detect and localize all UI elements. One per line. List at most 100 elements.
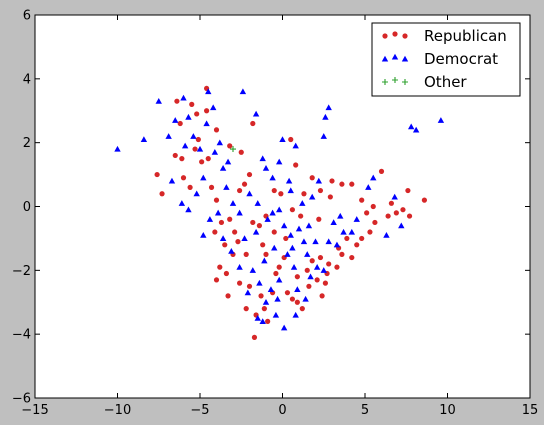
data-point-republican — [246, 283, 253, 289]
data-point-republican — [289, 207, 295, 213]
data-point-democrat — [228, 247, 235, 254]
data-point-democrat — [299, 200, 306, 206]
data-point-republican — [349, 181, 355, 187]
data-point-democrat — [348, 228, 355, 235]
legend-entry-republican: Republican — [382, 27, 507, 45]
data-point-republican — [367, 229, 373, 235]
data-point-republican — [223, 270, 229, 277]
legend-entry-democrat: Democrat — [381, 50, 498, 68]
data-points — [114, 85, 445, 340]
data-point-republican — [243, 251, 249, 257]
data-point-democrat — [302, 295, 309, 302]
data-point-republican — [179, 156, 185, 162]
y-tick-label: 0 — [23, 200, 31, 215]
data-point-democrat — [256, 279, 263, 286]
data-point-republican — [306, 283, 312, 289]
data-point-republican — [293, 162, 299, 168]
data-point-democrat — [337, 212, 344, 219]
data-point-democrat — [224, 158, 232, 165]
y-tick-label: 2 — [23, 136, 31, 151]
data-point-democrat — [239, 88, 247, 95]
data-point-democrat — [206, 216, 214, 222]
data-point-democrat — [214, 209, 222, 216]
data-point-democrat — [391, 193, 398, 200]
data-point-democrat — [272, 311, 280, 318]
data-point-democrat — [168, 177, 176, 184]
data-point-democrat — [249, 267, 256, 273]
data-point-republican — [326, 261, 332, 267]
data-point-republican — [421, 197, 427, 203]
legend-marker-democrat — [391, 53, 399, 60]
legend-marker-other — [382, 79, 388, 85]
data-point-democrat — [216, 139, 223, 146]
data-point-republican — [299, 306, 305, 312]
data-point-democrat — [190, 133, 197, 139]
data-point-republican — [213, 197, 220, 203]
data-point-republican — [349, 254, 355, 261]
data-point-republican — [222, 242, 228, 248]
data-point-democrat — [172, 117, 179, 123]
data-point-democrat — [254, 200, 261, 206]
legend-marker-other — [392, 77, 398, 83]
data-point-republican — [288, 136, 294, 143]
data-point-democrat — [223, 184, 230, 190]
data-point-democrat — [280, 324, 288, 331]
data-point-democrat — [200, 232, 207, 238]
data-point-democrat — [305, 222, 313, 229]
data-point-democrat — [294, 286, 301, 293]
data-point-republican — [205, 156, 211, 162]
data-point-democrat — [320, 267, 327, 273]
data-point-democrat — [309, 193, 316, 200]
data-point-democrat — [300, 238, 308, 245]
data-point-democrat — [295, 225, 303, 232]
data-point-democrat — [236, 263, 243, 270]
data-point-republican — [271, 187, 277, 194]
data-point-democrat — [322, 113, 329, 120]
data-point-republican — [400, 207, 406, 213]
data-point-republican — [314, 277, 320, 283]
data-point-republican — [192, 146, 198, 152]
data-point-democrat — [180, 94, 187, 101]
data-point-republican — [294, 299, 300, 305]
data-point-republican — [237, 187, 243, 194]
data-point-republican — [243, 306, 249, 312]
data-point-democrat — [340, 228, 347, 235]
data-point-democrat — [365, 184, 372, 190]
data-point-democrat — [398, 222, 405, 229]
data-point-republican — [227, 216, 233, 222]
data-point-democrat — [276, 158, 283, 165]
data-point-republican — [283, 235, 289, 242]
data-point-republican — [317, 254, 324, 261]
data-point-republican — [329, 178, 335, 184]
data-point-democrat — [269, 209, 276, 216]
legend-marker-other — [402, 79, 408, 85]
x-tick-label: 10 — [439, 403, 456, 418]
data-point-republican — [316, 216, 322, 222]
data-point-democrat — [165, 133, 172, 139]
y-tick-label: −6 — [12, 392, 31, 407]
data-point-democrat — [325, 238, 332, 245]
data-point-democrat — [312, 238, 319, 245]
y-tick-label: 4 — [23, 72, 31, 87]
plot-frame — [34, 14, 531, 399]
data-point-republican — [393, 210, 399, 216]
data-point-democrat — [259, 155, 266, 162]
data-point-democrat — [313, 263, 321, 270]
data-point-republican — [250, 219, 256, 226]
data-point-republican — [238, 149, 244, 155]
data-point-republican — [294, 274, 300, 280]
data-point-other — [230, 146, 236, 153]
y-tick-label: 6 — [23, 9, 31, 24]
legend-label-other: Other — [424, 73, 467, 91]
data-point-democrat — [185, 206, 192, 213]
data-point-democrat — [205, 88, 212, 95]
data-point-republican — [265, 318, 271, 324]
data-point-republican — [208, 184, 215, 190]
data-point-democrat — [252, 110, 260, 117]
data-point-republican — [359, 235, 365, 242]
data-point-republican — [260, 242, 266, 248]
data-point-republican — [298, 213, 304, 219]
data-point-republican — [204, 108, 210, 114]
data-point-democrat — [200, 174, 207, 181]
x-tick-label: −5 — [190, 403, 209, 418]
